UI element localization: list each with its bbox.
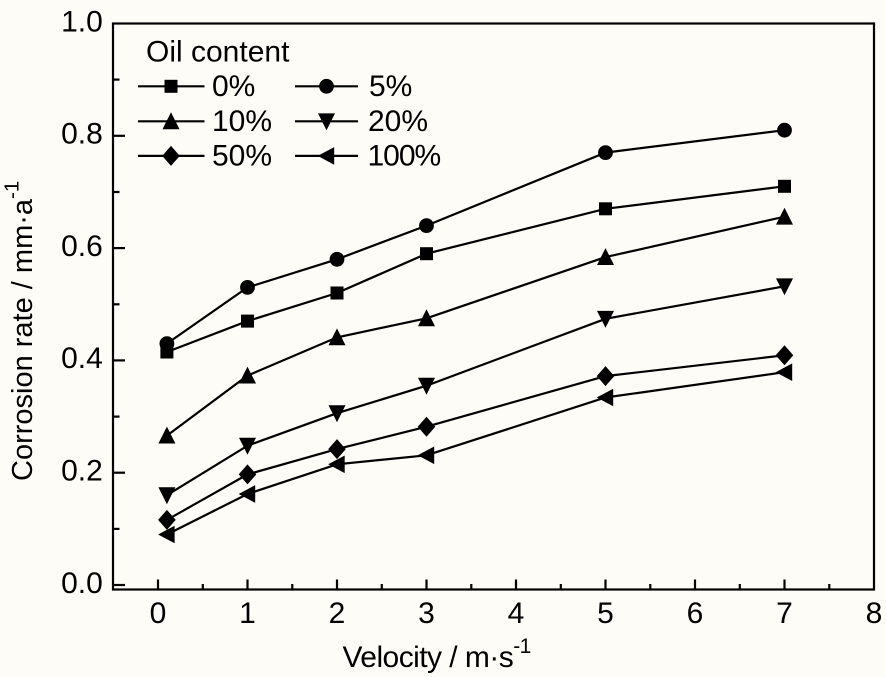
svg-text:0.6: 0.6 bbox=[61, 230, 103, 263]
svg-text:2: 2 bbox=[329, 597, 346, 630]
svg-text:6: 6 bbox=[687, 597, 704, 630]
svg-text:5%: 5% bbox=[369, 70, 412, 103]
svg-text:Oil content: Oil content bbox=[146, 36, 290, 69]
svg-text:7: 7 bbox=[776, 597, 793, 630]
svg-text:100%: 100% bbox=[368, 139, 441, 172]
svg-text:Corrosion rate / mm·a-1: Corrosion rate / mm·a-1 bbox=[1, 181, 40, 481]
svg-text:0: 0 bbox=[150, 597, 167, 630]
svg-text:4: 4 bbox=[508, 597, 525, 630]
svg-text:0%: 0% bbox=[212, 70, 255, 103]
svg-text:5: 5 bbox=[597, 597, 614, 630]
svg-text:1: 1 bbox=[239, 597, 256, 630]
svg-text:20%: 20% bbox=[368, 105, 428, 138]
svg-text:10%: 10% bbox=[212, 105, 272, 138]
svg-text:3: 3 bbox=[418, 597, 435, 630]
svg-text:0.8: 0.8 bbox=[61, 118, 103, 151]
svg-text:1.0: 1.0 bbox=[61, 5, 103, 38]
svg-text:8: 8 bbox=[866, 597, 883, 630]
svg-text:0.0: 0.0 bbox=[61, 567, 103, 600]
svg-text:0.2: 0.2 bbox=[61, 455, 103, 488]
svg-text:Velocity / m·s-1: Velocity / m·s-1 bbox=[343, 635, 531, 674]
svg-text:0.4: 0.4 bbox=[61, 342, 103, 375]
svg-text:50%: 50% bbox=[212, 139, 272, 172]
